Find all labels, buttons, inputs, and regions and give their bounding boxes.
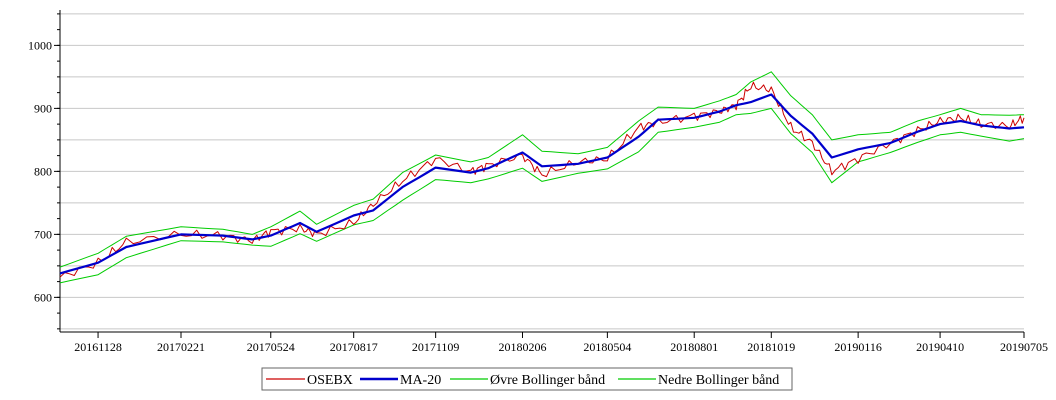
x-tick-label-20190705: 20190705: [1000, 340, 1048, 354]
x-tick-label-20180206: 20180206: [498, 340, 546, 354]
y-tick-label-600: 600: [34, 290, 52, 304]
x-tick-label-20180504: 20180504: [583, 340, 631, 354]
y-tick-label-700: 700: [34, 227, 52, 241]
x-tick-label-20161128: 20161128: [74, 340, 122, 354]
legend-item-upper-band: Øvre Bollinger bånd: [450, 373, 605, 388]
legend-label-upper-band: Øvre Bollinger bånd: [490, 373, 605, 388]
upper-bollinger-line: [59, 71, 1025, 268]
x-tick-label-20180801: 20180801: [670, 340, 718, 354]
legend-label-osebx: OSEBX: [307, 373, 353, 388]
y-tick-label-1000: 1000: [28, 38, 52, 52]
y-tick-label-900: 900: [34, 101, 52, 115]
x-tick-label-20170524: 20170524: [247, 340, 295, 354]
grid: [60, 13, 1024, 330]
legend-box: [261, 367, 793, 391]
axes: 600 700 800 900 1000 20161128 20170221 20170524…: [28, 10, 1048, 354]
osebx-line: [59, 81, 1025, 278]
legend-label-lower-band: Nedre Bollinger bånd: [658, 373, 779, 388]
legend-item-osebx: OSEBX: [266, 373, 353, 388]
x-tick-label-20170221: 20170221: [157, 340, 205, 354]
series: [59, 71, 1025, 284]
x-tick-label-20190410: 20190410: [916, 340, 964, 354]
legend-item-ma20: MA-20: [360, 373, 441, 388]
lower-bollinger-line: [59, 107, 1025, 284]
x-tick-label-20181019: 20181019: [747, 340, 795, 354]
x-tick-label-20190116: 20190116: [834, 340, 882, 354]
x-tick-label-20170817: 20170817: [330, 340, 378, 354]
y-tick-label-800: 800: [34, 164, 52, 178]
ma20-line: [59, 93, 1025, 275]
legend: OSEBX MA-20 Øvre Bollinger bånd Nedre Bo…: [261, 367, 793, 391]
legend-item-lower-band: Nedre Bollinger bånd: [618, 373, 779, 388]
x-tick-label-20171109: 20171109: [412, 340, 460, 354]
legend-label-ma20: MA-20: [400, 373, 441, 388]
